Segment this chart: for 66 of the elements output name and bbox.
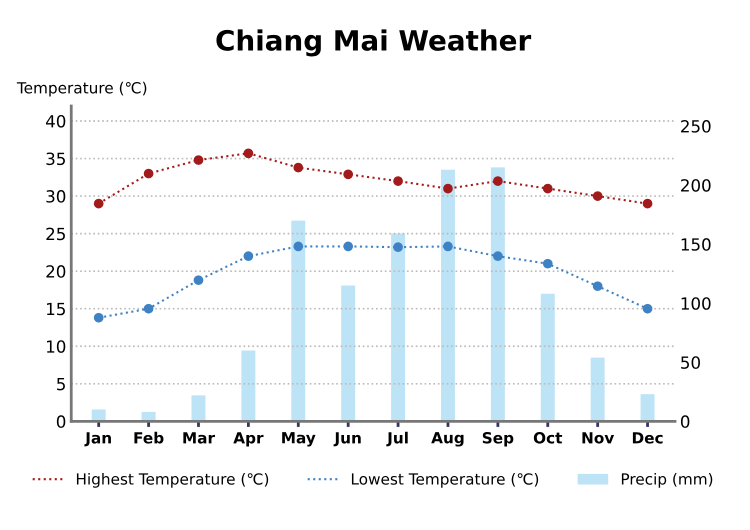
point <box>293 162 304 172</box>
point <box>493 251 503 262</box>
y2-tick-label: 250 <box>681 120 711 133</box>
point <box>194 275 204 286</box>
point <box>443 242 453 252</box>
bar <box>490 167 505 422</box>
point <box>194 155 204 165</box>
x-tick-label: Apr <box>233 432 264 447</box>
bar <box>241 350 256 422</box>
bar <box>192 395 206 422</box>
point <box>493 176 503 186</box>
x-tick-label: Dec <box>632 432 663 444</box>
bar <box>640 394 655 422</box>
x-tick-label: Sep <box>482 432 514 447</box>
point <box>94 198 104 208</box>
point <box>244 251 254 262</box>
x-tick-label: Jun <box>334 432 361 446</box>
point <box>642 198 652 208</box>
point <box>393 242 403 252</box>
chart-title: Chiang Mai Weather <box>216 29 532 56</box>
y2-tick-label: 0 <box>680 415 690 428</box>
point <box>592 281 603 292</box>
y-tick-label: 20 <box>46 265 66 278</box>
y-tick-label: 5 <box>57 378 65 390</box>
point <box>244 148 254 158</box>
bar <box>391 234 406 422</box>
point <box>542 184 553 194</box>
y2-tick-label: 100 <box>682 297 711 310</box>
y-tick-label: 25 <box>46 228 65 240</box>
point <box>393 176 403 186</box>
bar <box>291 220 306 422</box>
bar <box>341 286 356 422</box>
y-tick-label: 40 <box>46 114 66 128</box>
x-tick-label: May <box>282 432 316 447</box>
x-tick-label: Nov <box>582 432 614 444</box>
x-tick-label: Feb <box>134 432 164 444</box>
y-tick-label: 15 <box>47 302 65 316</box>
y2-tick-label: 50 <box>681 356 700 369</box>
bar <box>590 358 605 422</box>
legend-label: Highest Temperature (℃) <box>76 472 268 488</box>
point <box>542 258 553 269</box>
y2-tick-label: 150 <box>682 238 711 251</box>
x-tick-label: Jan <box>84 432 111 446</box>
point <box>144 304 154 314</box>
y-tick-label: 0 <box>56 415 66 428</box>
y-tick-label: 35 <box>46 152 65 166</box>
bar <box>540 294 555 422</box>
point <box>144 168 154 178</box>
point <box>293 242 304 252</box>
x-tick-label: Mar <box>183 432 215 444</box>
point <box>94 312 104 323</box>
point <box>592 191 603 201</box>
legend-label: Precip (mm) <box>622 472 712 488</box>
bar <box>440 170 455 422</box>
x-tick-label: Aug <box>431 432 464 447</box>
point <box>443 184 453 194</box>
y-tick-label: 10 <box>47 340 66 353</box>
y-tick-label: 30 <box>46 190 66 203</box>
y-axis-title: Temperature (℃) <box>16 82 146 97</box>
point <box>343 242 354 252</box>
x-tick-label: Oct <box>534 432 562 444</box>
point <box>642 304 652 314</box>
y2-tick-label: 200 <box>681 179 711 192</box>
legend-label: Lowest Temperature (℃) <box>352 472 538 488</box>
x-tick-label: Jul <box>386 432 408 446</box>
point <box>343 169 354 180</box>
